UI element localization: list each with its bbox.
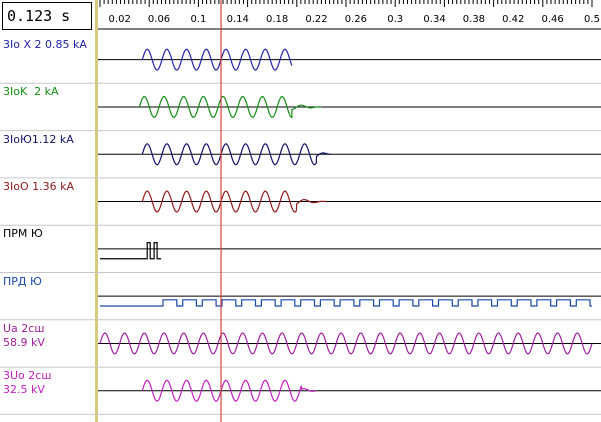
x-tick-label: 0.02 [109, 14, 131, 25]
waveform-series [141, 379, 317, 402]
waveform-series [141, 48, 293, 71]
channel-label-line: ПРМ Ю [3, 227, 43, 241]
x-tick-label: 0.5 [584, 14, 600, 25]
waveform-series [99, 332, 593, 355]
channel-label-line: 32.5 kV [3, 383, 45, 397]
x-tick-label: 0.26 [345, 14, 367, 25]
channel-label-line: ПРД Ю [3, 274, 42, 288]
x-tick-label: 0.38 [463, 14, 485, 25]
x-tick-label: 0.22 [305, 14, 327, 25]
channel-label-line: 3IoO 1.36 kA [3, 179, 75, 193]
channel-label: 3IoK 2 kA [3, 85, 93, 99]
x-tick-label: 0.18 [266, 14, 288, 25]
time-readout: 0.123 s [2, 2, 92, 30]
waveform-series [100, 299, 592, 307]
channel-label: ПРМ Ю [3, 227, 93, 241]
waveform-series [141, 143, 331, 166]
channel-label-panel: 0.123 s 3Io X 2 0.85 kA 3IoK 2 kA 3IoЮ1.12… [0, 0, 95, 422]
waveform-series [141, 190, 327, 213]
x-tick-label: 0.06 [148, 14, 170, 25]
x-tick-label: 0.34 [423, 14, 445, 25]
x-tick-label: 0.46 [542, 14, 564, 25]
x-tick-label: 0.14 [227, 14, 249, 25]
waveform-series [138, 95, 322, 119]
x-tick-label: 0.42 [502, 14, 524, 25]
channel-label: 3IoO 1.36 kA [3, 180, 93, 194]
channel-label: ПРД Ю [3, 275, 93, 289]
panel-divider [95, 0, 98, 422]
channel-label-line: 3IoK 2 kA [3, 85, 59, 99]
waveform-series [100, 242, 161, 260]
channel-label: 3Uo 2сш 32.5 kV [3, 369, 93, 397]
channel-label: Ua 2сш 58.9 kV [3, 322, 93, 350]
channel-label-line: Ua 2сш [3, 321, 45, 335]
channel-label: 3IoЮ1.12 kA [3, 133, 93, 147]
channel-label-line: 58.9 kV [3, 335, 45, 349]
x-tick-label: 0.3 [387, 14, 403, 25]
x-tick-label: 0.1 [190, 14, 206, 25]
channel-label: 3Io X 2 0.85 kA [3, 38, 93, 52]
channel-label-line: 3IoЮ1.12 kA [3, 132, 74, 146]
channel-label-line: 3Io X 2 0.85 kA [3, 38, 87, 51]
channel-label-line: 3Uo 2сш [3, 369, 52, 383]
